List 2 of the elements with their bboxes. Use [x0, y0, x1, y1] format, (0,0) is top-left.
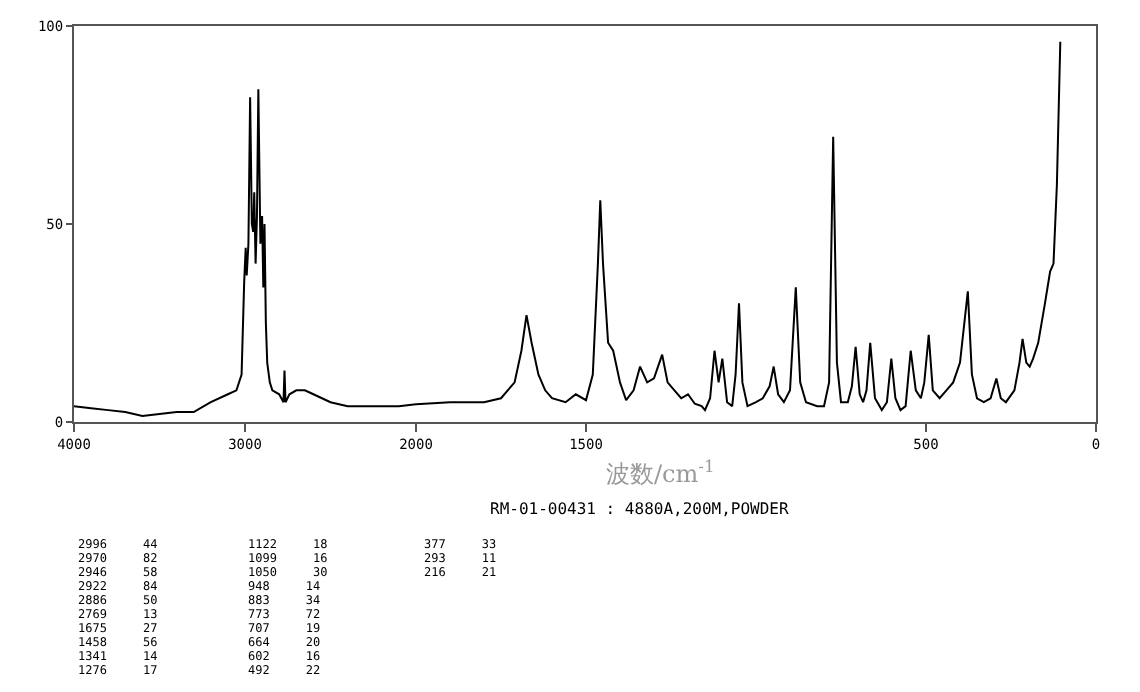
x-axis-title: 波数/cm$^{-1}$ [606, 456, 715, 489]
text: RM-01-00431 : 4880A,200M,POWDER [490, 500, 789, 518]
